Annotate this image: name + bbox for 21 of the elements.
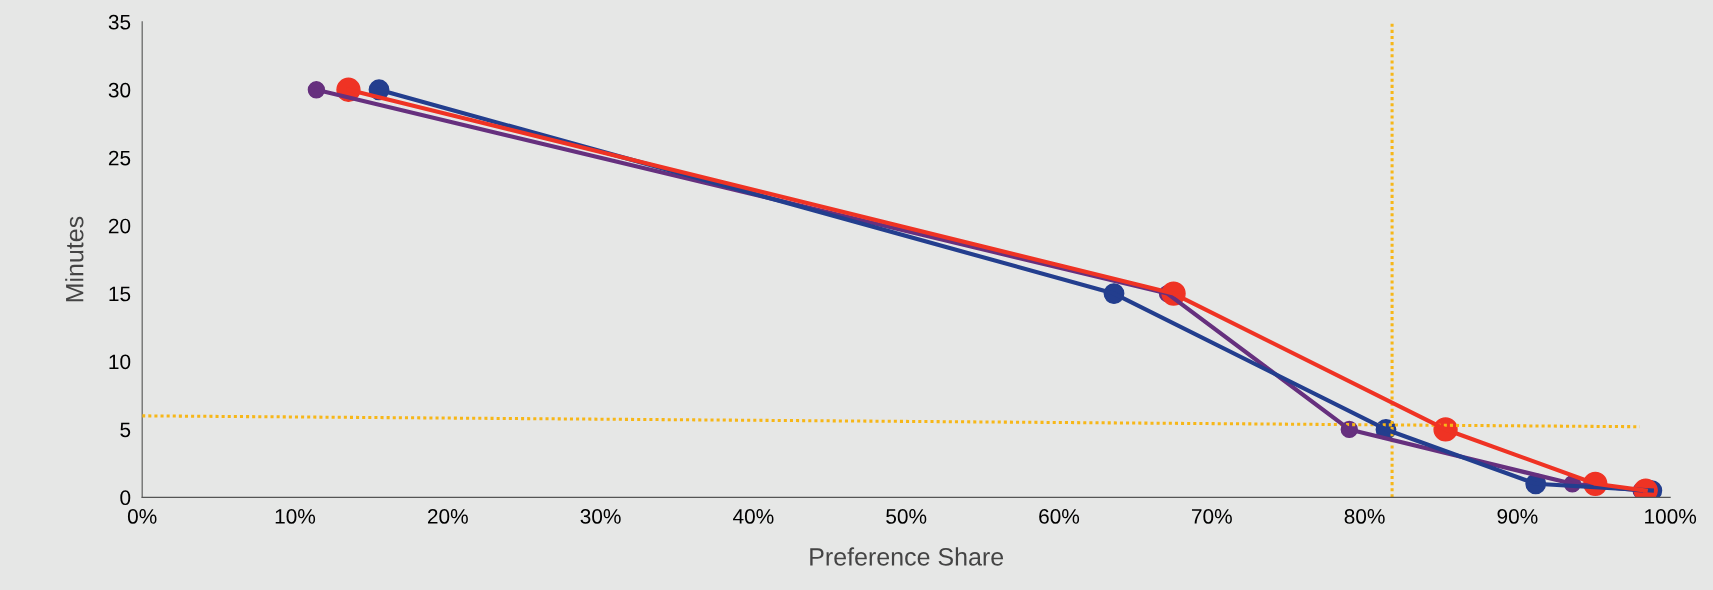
x-tick-label: 20% [427, 509, 468, 524]
y-tick-label: 15 [109, 286, 131, 302]
x-tick-label: 60% [1039, 509, 1080, 524]
x-tick-label: 10% [275, 509, 316, 524]
x-tick-label: 70% [1192, 509, 1232, 524]
y-tick-label: 5 [120, 422, 131, 438]
x-tick-label: 90% [1497, 509, 1538, 524]
y-tick-label: 30 [108, 82, 131, 98]
y-tick-label: 35 [108, 14, 131, 30]
x-tick-label: 100% [1645, 509, 1697, 524]
y-tick-label: 20 [108, 218, 131, 234]
y-axis-title: Minutes [65, 216, 84, 302]
y-tick-label: 0 [120, 490, 131, 506]
y-tick-label: 10 [109, 354, 131, 370]
x-tick-label: 80% [1344, 509, 1385, 524]
x-tick-label: 40% [733, 509, 774, 524]
x-tick-label: 50% [886, 509, 927, 524]
x-axis-title: Preference Share [810, 547, 1004, 566]
x-tick-label: 0% [127, 509, 157, 524]
y-tick-label: 25 [108, 150, 131, 166]
x-tick-label: 30% [580, 509, 621, 524]
